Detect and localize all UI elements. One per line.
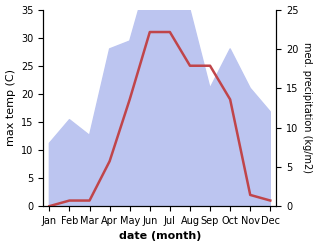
X-axis label: date (month): date (month) [119,231,201,242]
Y-axis label: max temp (C): max temp (C) [5,69,16,146]
Y-axis label: med. precipitation (kg/m2): med. precipitation (kg/m2) [302,42,313,173]
